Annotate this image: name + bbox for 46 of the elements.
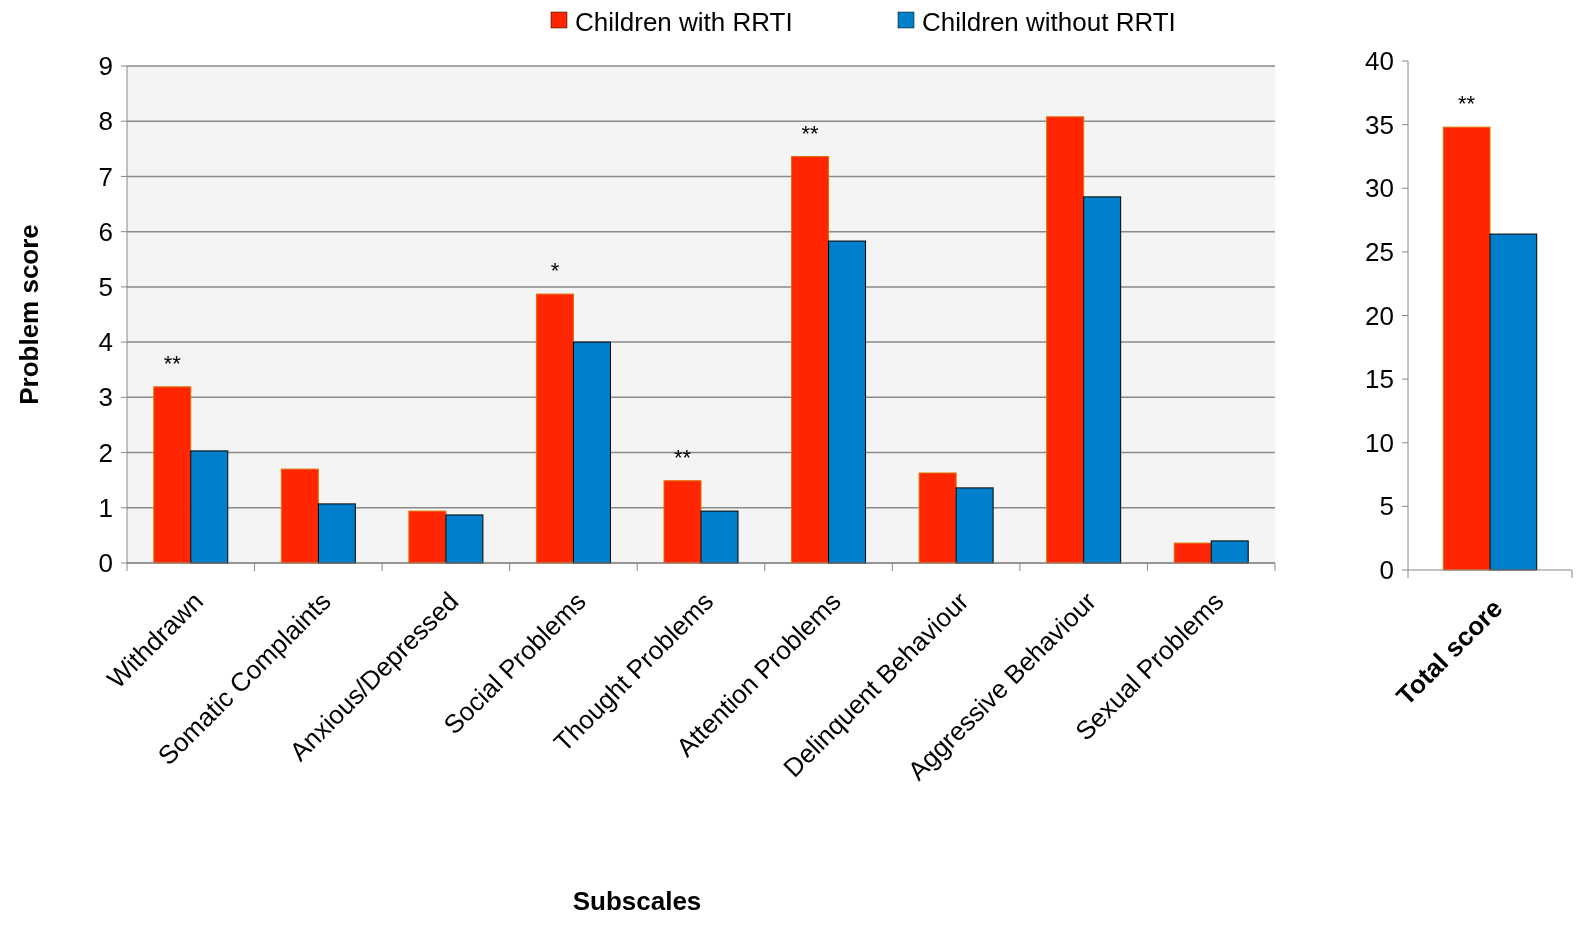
y-tick-label: 25 — [1365, 236, 1394, 267]
y-tick-label: 35 — [1365, 109, 1394, 140]
y-tick-label: 40 — [1365, 46, 1394, 77]
y-tick-label: 0 — [98, 548, 113, 579]
y-tick-label: 1 — [98, 492, 113, 523]
y-tick-label: 8 — [98, 106, 113, 137]
y-axis-title: Problem score — [14, 224, 44, 405]
y-tick-label: 0 — [1379, 555, 1394, 586]
annotation: ** — [163, 350, 182, 376]
bar — [1046, 116, 1085, 564]
annotation: ** — [801, 120, 820, 146]
bar — [791, 156, 830, 564]
annotation: ** — [1458, 91, 1476, 117]
y-tick-label: 20 — [1365, 300, 1394, 331]
y-tick-label: 5 — [1379, 491, 1394, 522]
bar — [663, 480, 702, 564]
bar — [280, 468, 319, 564]
bar — [572, 341, 611, 564]
bar — [955, 487, 994, 564]
annotation: * — [550, 258, 560, 284]
legend-label: Children with RRTI — [575, 7, 793, 38]
bar — [918, 472, 957, 564]
y-tick-label: 3 — [98, 382, 113, 413]
bar — [700, 510, 739, 564]
bar — [153, 386, 192, 564]
bar — [190, 450, 229, 564]
bar — [408, 510, 447, 564]
y-tick-label: 4 — [98, 327, 113, 358]
y-tick-label: 5 — [98, 271, 113, 302]
x-axis-title: Subscales — [572, 886, 702, 916]
y-tick-label: 9 — [98, 51, 113, 82]
y-tick-label: 30 — [1365, 173, 1394, 204]
bar — [317, 503, 356, 564]
bar — [1083, 196, 1122, 564]
annotation: ** — [673, 444, 692, 470]
bar — [445, 514, 484, 564]
y-tick-label: 10 — [1365, 427, 1394, 458]
y-tick-label: 6 — [98, 216, 113, 247]
y-tick-label: 2 — [98, 437, 113, 468]
bar — [828, 240, 867, 564]
bar — [1210, 540, 1249, 564]
bar — [1173, 542, 1212, 564]
y-tick-label: 7 — [98, 161, 113, 192]
bar — [535, 293, 574, 564]
y-tick-label: 15 — [1365, 364, 1394, 395]
legend-label: Children without RRTI — [922, 7, 1176, 38]
